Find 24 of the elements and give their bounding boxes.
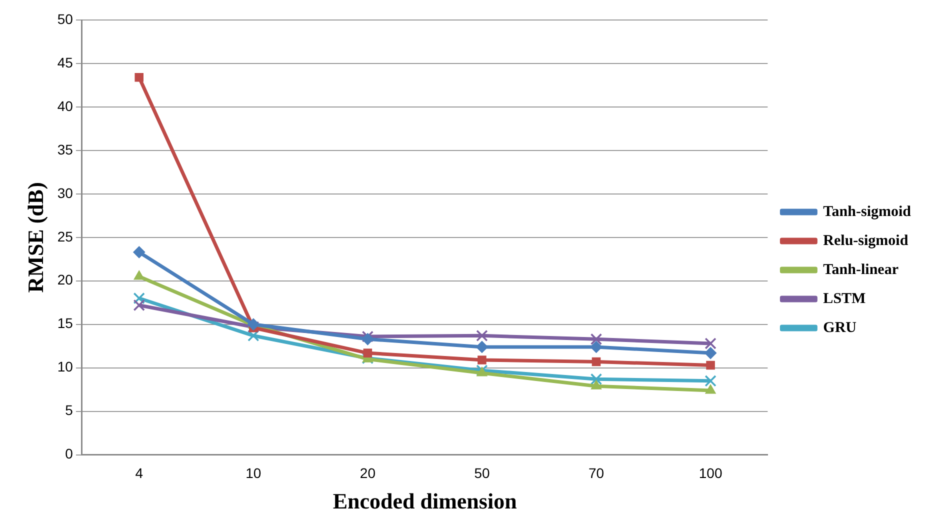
- y-tick-label: 40: [57, 98, 74, 114]
- y-axis-title: RMSE (dB): [22, 182, 48, 293]
- x-tick-label: 10: [246, 465, 262, 482]
- y-tick-label: 20: [57, 272, 74, 288]
- x-tick-label: 70: [588, 465, 604, 482]
- x-tick-label: 50: [474, 465, 490, 482]
- legend-label: Tanh-sigmoid: [823, 204, 912, 220]
- y-tick-label: 30: [57, 184, 74, 201]
- legend-label: Tanh-linear: [823, 262, 899, 278]
- y-tick-label: 15: [57, 315, 74, 332]
- y-tick-label: 5: [65, 402, 74, 418]
- x-tick-label: 4: [135, 465, 144, 482]
- x-tick-label: 20: [360, 465, 376, 482]
- y-tick-label: 45: [57, 54, 74, 70]
- y-tick-label: 25: [57, 228, 74, 244]
- legend-label: LSTM: [823, 290, 866, 307]
- y-tick-label: 10: [57, 358, 74, 375]
- y-tick-label: 35: [57, 141, 74, 158]
- legend-label: GRU: [823, 320, 857, 336]
- legend-label: Relu-sigmoid: [823, 232, 909, 249]
- y-tick-label: 0: [65, 446, 74, 462]
- x-tick-label: 100: [698, 465, 722, 482]
- y-tick-label: 50: [57, 10, 74, 27]
- x-axis-title: Encoded dimension: [332, 488, 517, 514]
